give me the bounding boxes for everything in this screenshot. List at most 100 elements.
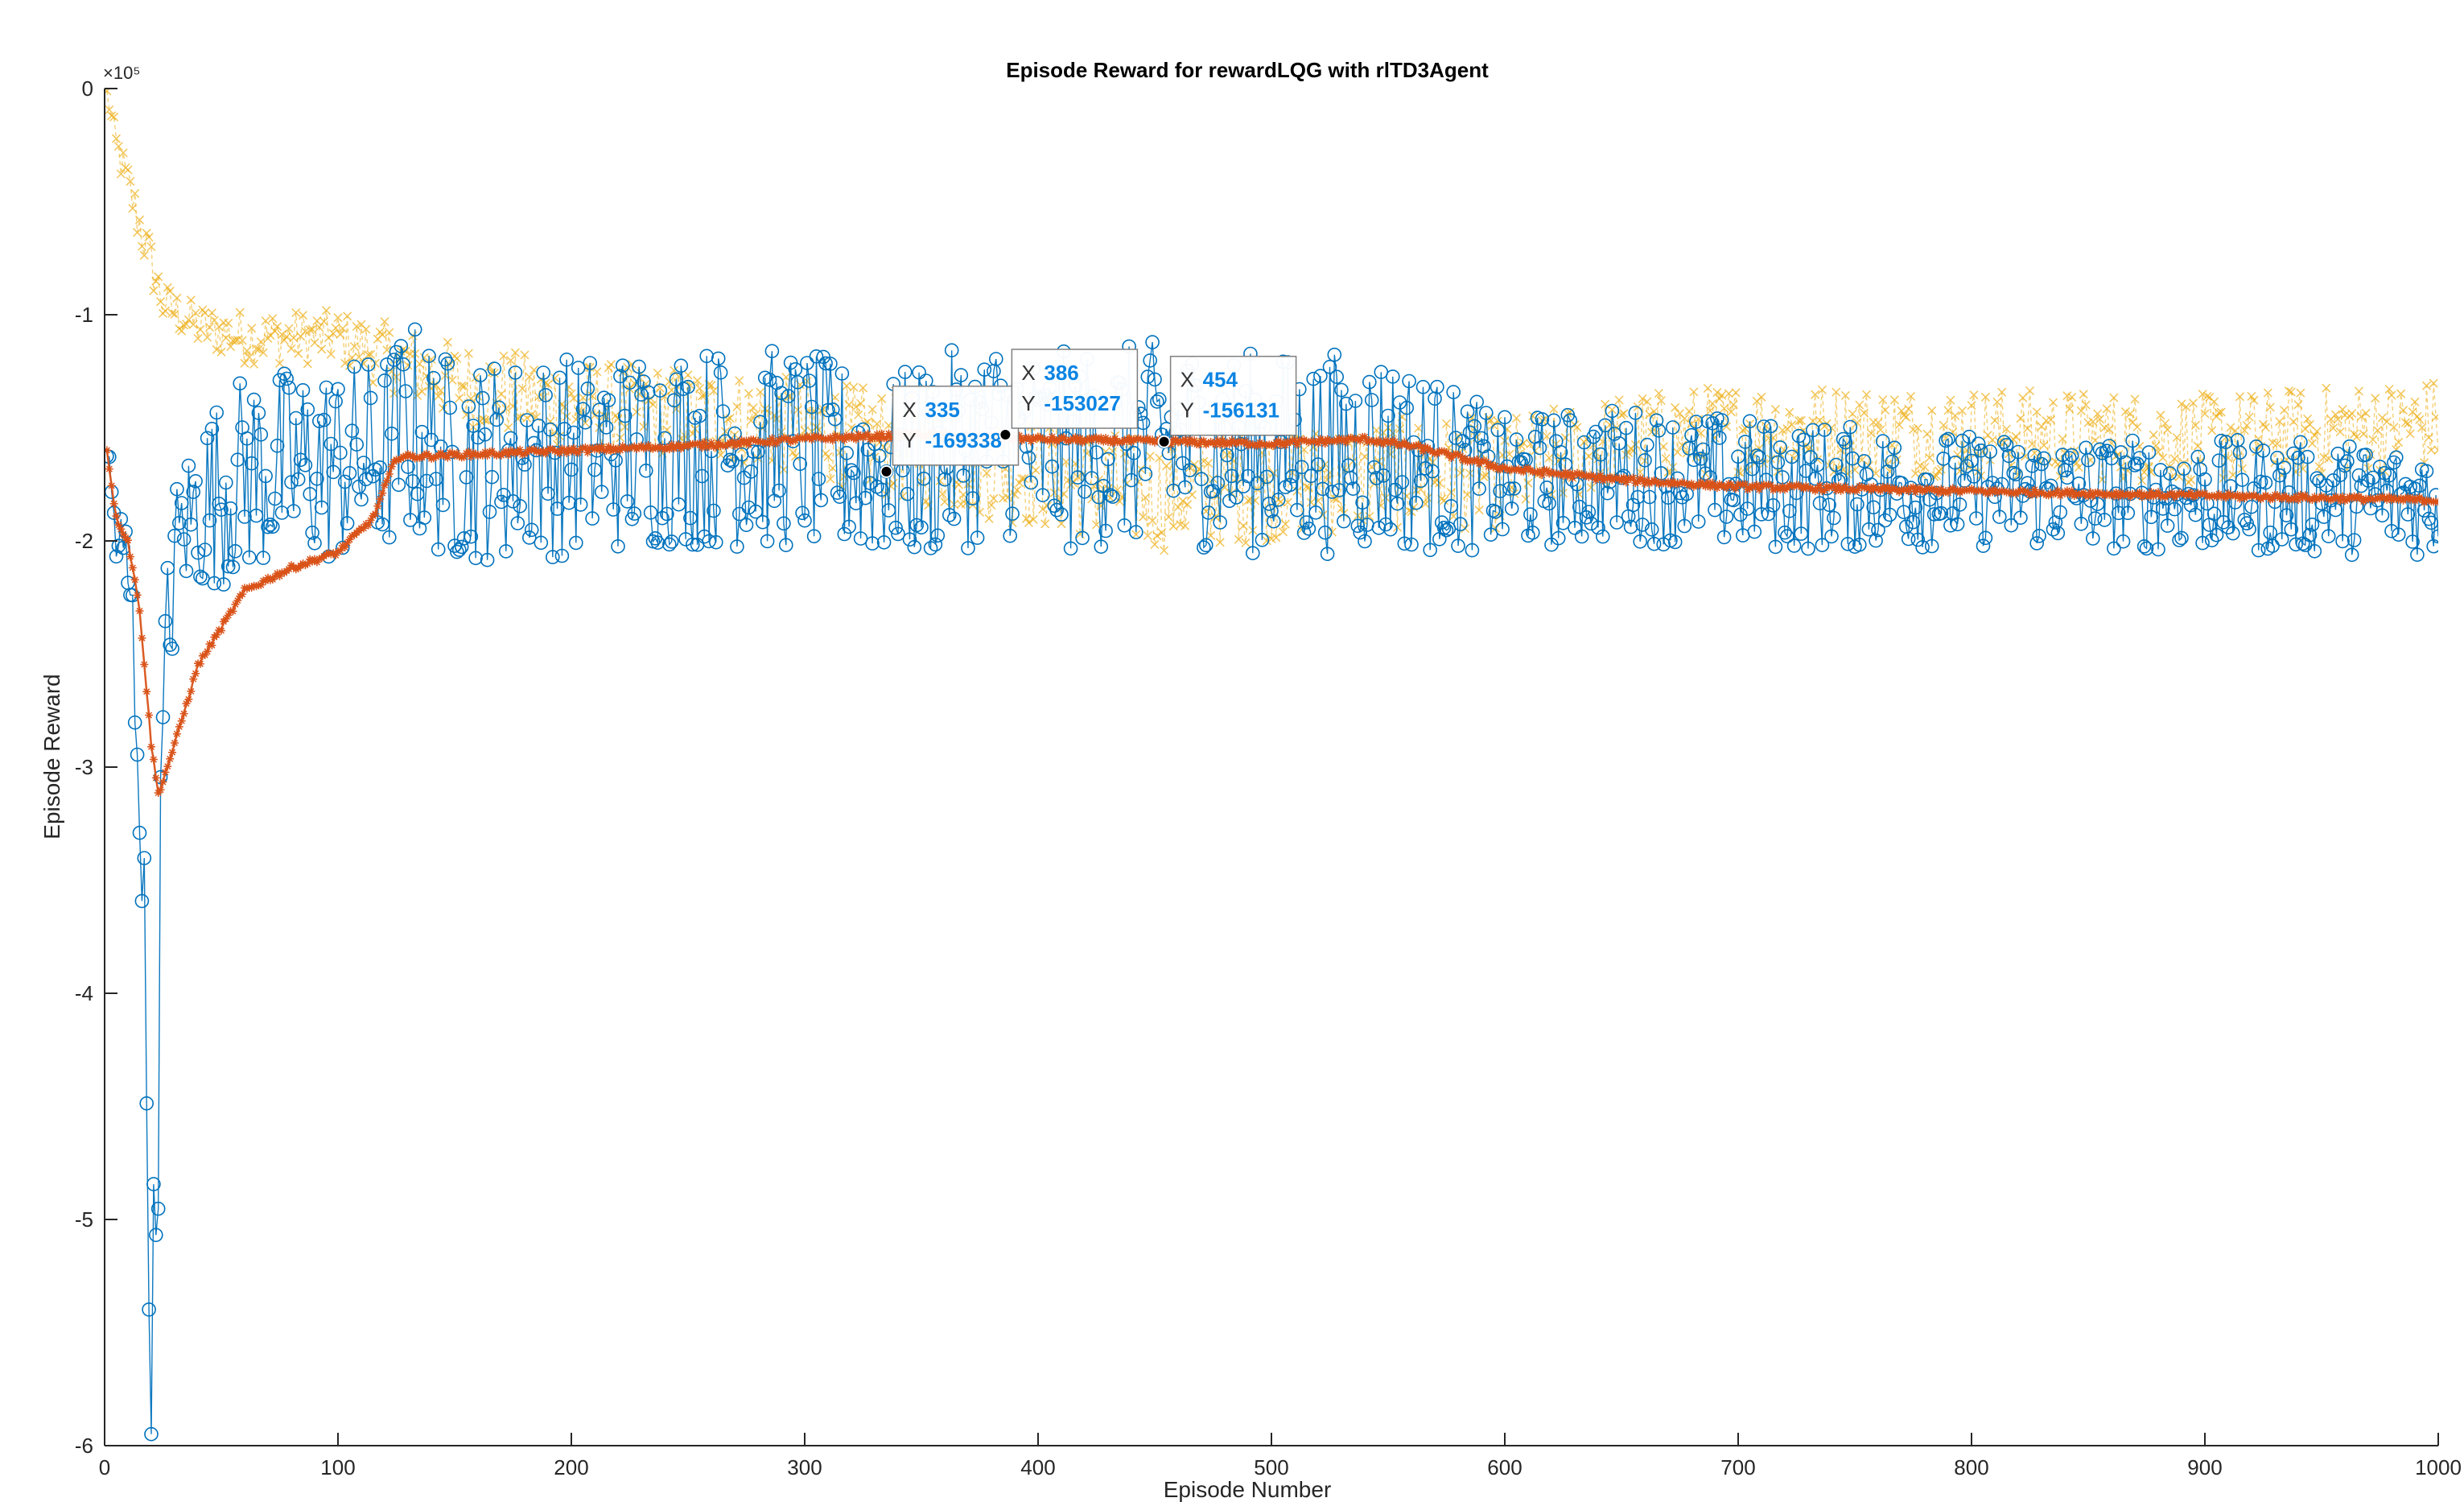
episode-reward-point (331, 382, 345, 397)
episode-reward-point (468, 551, 483, 566)
episode-q0-point (888, 478, 898, 488)
episode-reward-point (454, 539, 469, 555)
average-reward-point (1099, 437, 1108, 446)
episode-q0-point (1164, 512, 1173, 522)
episode-q0-point (268, 314, 278, 324)
episode-reward-point (1299, 515, 1314, 530)
episode-reward-point (571, 361, 586, 375)
episode-q0-point (364, 350, 373, 360)
episode-reward-point (337, 474, 352, 489)
episode-q0-point (1157, 528, 1167, 538)
average-reward-point (2067, 486, 2076, 495)
episode-reward-point (1689, 415, 1704, 429)
average-reward-point (840, 435, 849, 444)
average-reward-point (2058, 488, 2067, 497)
episode-q0-point (455, 394, 464, 403)
average-reward-point (1178, 436, 1187, 445)
episode-reward-point (391, 477, 406, 493)
episode-reward-point (521, 530, 537, 545)
episode-q0-point (1402, 491, 1411, 501)
episode-q0-point (1435, 478, 1444, 488)
episode-reward-point (1588, 424, 1603, 439)
episode-reward-point (2359, 448, 2373, 462)
episode-reward-point (1799, 464, 1813, 478)
average-reward-point (1755, 485, 1764, 494)
episode-q0-point (1003, 493, 1012, 502)
episode-reward-point (1448, 431, 1463, 445)
average-reward-point (1689, 482, 1698, 491)
average-reward-point (1216, 440, 1225, 449)
episode-reward-point (834, 366, 850, 381)
average-reward-point (1820, 486, 1829, 495)
episode-q0-point (2190, 420, 2200, 430)
episode-q0-point (1920, 462, 1930, 472)
episode-reward-point (902, 532, 917, 547)
average-reward-point (653, 444, 662, 452)
episode-q0-point (515, 412, 525, 422)
episode-q0-point (1796, 415, 1806, 425)
episode-reward-point (2293, 435, 2308, 450)
average-reward-point (1666, 481, 1675, 489)
datatip-x-value: 386 (1044, 361, 1078, 385)
episode-reward-point (1885, 454, 1900, 469)
average-reward-point (1426, 446, 1435, 455)
average-reward-point (616, 446, 624, 455)
episode-q0-point (709, 386, 719, 396)
average-reward-point (1206, 438, 1215, 446)
episode-q0-point (291, 307, 301, 318)
average-reward-point (166, 754, 175, 763)
episode-q0-point (1717, 390, 1727, 400)
episode-reward-point (218, 475, 233, 490)
episode-reward-point (762, 373, 777, 387)
average-reward-point (168, 748, 177, 757)
episode-reward-point (2410, 547, 2425, 563)
average-reward-point (773, 439, 781, 448)
datatip-box (1169, 355, 1297, 436)
episode-q0-point (387, 366, 397, 377)
episode-reward-point (447, 538, 462, 553)
average-reward-point (588, 444, 597, 452)
y-axis-label: Episode Reward (39, 674, 64, 839)
episode-reward-point (1882, 507, 1897, 522)
episode-q0-point (655, 383, 665, 393)
average-reward-point (334, 547, 342, 556)
episode-reward-point (567, 425, 581, 440)
average-reward-point (532, 448, 541, 456)
average-reward-point (171, 739, 179, 747)
episode-reward-point (1934, 505, 1949, 521)
episode-q0-point (1523, 478, 1533, 488)
episode-reward-point (1490, 423, 1506, 438)
average-reward-point (583, 448, 592, 457)
episode-q0-point (1558, 489, 1568, 498)
episode-reward-point (1644, 522, 1659, 537)
episode-reward-point (477, 427, 492, 442)
episode-reward-point (1677, 518, 1692, 534)
episode-reward-point (1939, 433, 1953, 448)
episode-q0-point (333, 313, 343, 323)
episode-reward-point (1901, 531, 1916, 547)
average-reward-point (2322, 493, 2330, 502)
average-reward-point (1675, 479, 1684, 488)
average-reward-point (1561, 468, 1570, 477)
average-reward-point (107, 481, 116, 490)
episode-reward-point (137, 851, 152, 865)
episode-reward-point (1425, 464, 1440, 479)
episode-q0-point (569, 394, 579, 403)
episode-q0-point (790, 452, 800, 461)
average-reward-point (1621, 478, 1630, 487)
average-reward-point (1834, 481, 1843, 490)
episode-q0-point (258, 348, 268, 357)
episode-reward-point (480, 552, 495, 567)
episode-reward-point (356, 456, 371, 470)
episode-q0-point (2307, 439, 2317, 448)
episode-q0-point (2153, 448, 2163, 457)
episode-q0-point (224, 318, 233, 328)
episode-q0-point (756, 387, 765, 397)
episode-reward-point (1306, 371, 1321, 386)
average-reward-point (1708, 478, 1717, 487)
episode-q0-point (326, 349, 336, 359)
average-reward-point (1626, 474, 1635, 483)
average-reward-point (361, 520, 370, 528)
average-reward-point (387, 462, 396, 471)
episode-q0-point (1628, 446, 1638, 456)
